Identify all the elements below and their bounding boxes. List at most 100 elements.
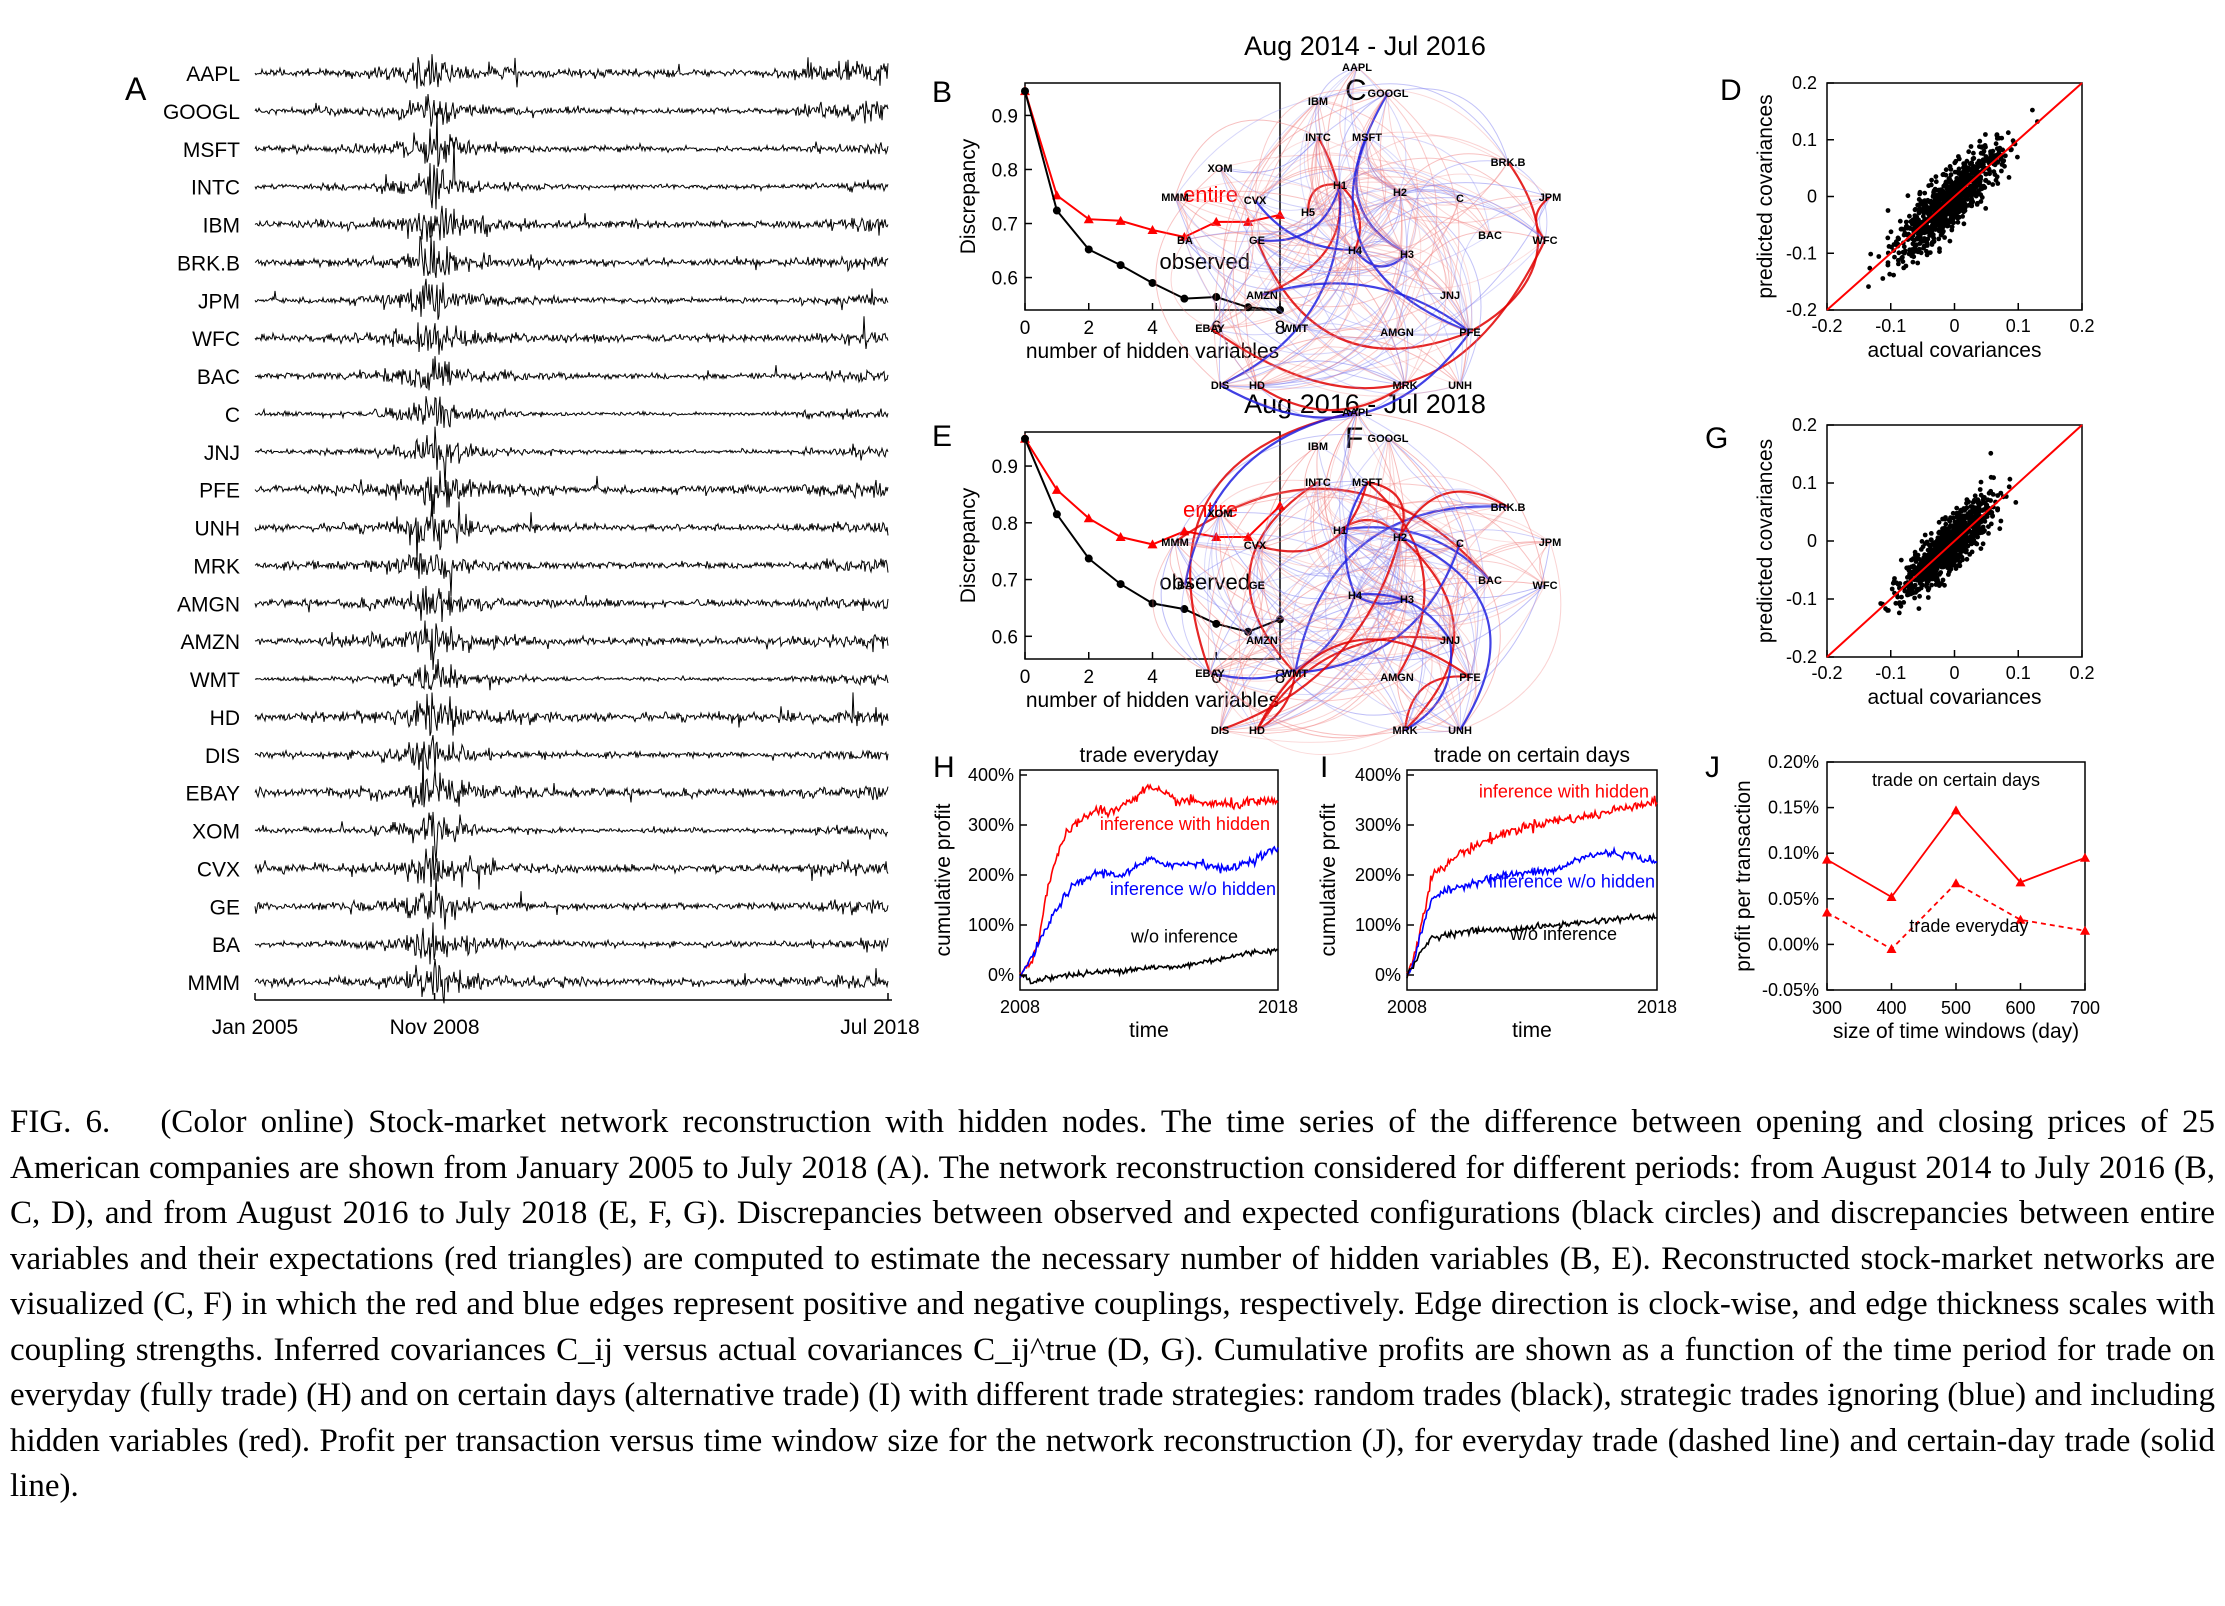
panel-f-network: F AAPL GOOGL IBM INTC MSFT XOM MMM CVX BA GE H1 H2 H3… bbox=[1152, 407, 1562, 756]
stock-label-amgn: AMGN bbox=[177, 593, 240, 616]
network-edge bbox=[1339, 157, 1546, 241]
trace-msft bbox=[254, 112, 889, 167]
scatter-point bbox=[1994, 152, 2000, 158]
network-edge bbox=[1183, 410, 1358, 586]
scatter-point bbox=[2000, 147, 2006, 153]
node-label-dis: DIS bbox=[1211, 725, 1229, 737]
trace-ebay bbox=[254, 751, 889, 808]
scatter-point bbox=[1936, 202, 1941, 208]
network-edge bbox=[1256, 536, 1401, 731]
network-edge bbox=[1356, 411, 1546, 586]
network-edge bbox=[1256, 253, 1408, 389]
panel-label: I bbox=[1320, 751, 1328, 784]
ytick-label: 0% bbox=[1375, 965, 1401, 985]
stock-label-ibm: IBM bbox=[203, 215, 240, 238]
network-edge bbox=[1184, 191, 1401, 270]
scatter-point bbox=[2006, 175, 2012, 180]
network-edge bbox=[1357, 92, 1408, 255]
scatter-point bbox=[1920, 582, 1925, 588]
triangle-marker bbox=[1275, 500, 1285, 510]
scatter-point bbox=[1975, 200, 1980, 206]
scatter-point bbox=[1961, 538, 1966, 544]
trace-intc bbox=[254, 141, 889, 210]
scatter-point bbox=[1949, 556, 1955, 562]
scatter-point bbox=[1901, 265, 1907, 271]
network-edge bbox=[1209, 536, 1401, 674]
scatter-point bbox=[1955, 187, 1961, 193]
scatter-point bbox=[1980, 527, 1986, 532]
network-edge bbox=[1261, 269, 1451, 296]
circle-marker bbox=[1244, 627, 1253, 636]
node-label-h1: H1 bbox=[1333, 525, 1347, 537]
stock-label-msft: MSFT bbox=[183, 139, 240, 162]
network-edge bbox=[1254, 131, 1551, 201]
triangle-marker bbox=[1083, 513, 1094, 523]
network-edge bbox=[1351, 92, 1471, 334]
network-edge bbox=[1312, 481, 1408, 600]
scatter-point bbox=[1959, 204, 1965, 210]
node-label-bac: BAC bbox=[1478, 575, 1502, 587]
scatter-point bbox=[1980, 151, 1986, 156]
ytick-label: 0.2 bbox=[1792, 415, 1817, 435]
network-edge bbox=[1338, 92, 1389, 186]
network-edge bbox=[1254, 544, 1356, 606]
scatter-point bbox=[1950, 510, 1956, 516]
panel-title: trade on certain days bbox=[1434, 744, 1630, 767]
network-edge bbox=[1174, 512, 1221, 543]
scatter-point bbox=[1957, 208, 1963, 214]
network-edge bbox=[1184, 230, 1471, 333]
scatter-point bbox=[1981, 162, 1986, 167]
scatter-point bbox=[2013, 500, 2019, 505]
y-axis-label: profit per transaction bbox=[1732, 780, 1755, 971]
node-label-aapl: AAPL bbox=[1342, 62, 1372, 74]
network-edge bbox=[1209, 437, 1391, 674]
scatter-point bbox=[1910, 259, 1916, 265]
network-edge bbox=[1256, 191, 1408, 386]
node-label-xom: XOM bbox=[1207, 163, 1232, 175]
stock-label-wmt: WMT bbox=[190, 669, 240, 692]
entire-label: entire bbox=[1183, 182, 1238, 207]
ytick-label: 0.9 bbox=[992, 106, 1018, 127]
panel-label: F bbox=[1345, 422, 1363, 455]
network-edge bbox=[1406, 195, 1551, 255]
scatter-point bbox=[1972, 493, 1978, 499]
scatter-point bbox=[1946, 176, 1952, 182]
node-label-intc: INTC bbox=[1305, 477, 1331, 489]
triangle-marker bbox=[1083, 214, 1094, 224]
scatter-point bbox=[1912, 582, 1918, 588]
network-edge bbox=[1256, 584, 1451, 659]
triangle-marker bbox=[1115, 215, 1126, 225]
node-label-cvx: CVX bbox=[1244, 195, 1267, 207]
ytick-label: -0.05% bbox=[1762, 980, 1819, 1000]
scatter-point bbox=[1995, 493, 2001, 498]
network-edge bbox=[1254, 199, 1356, 252]
scatter-points bbox=[1866, 107, 2040, 289]
network-edge bbox=[1174, 180, 1408, 255]
stock-label-wfc: WFC bbox=[192, 328, 240, 351]
scatter-point bbox=[1892, 254, 1897, 260]
node-label-h3: H3 bbox=[1400, 594, 1414, 606]
scatter-point bbox=[1970, 536, 1976, 541]
scatter-point bbox=[1937, 246, 1942, 252]
network-edge bbox=[1219, 167, 1401, 210]
network-edge bbox=[1317, 481, 1408, 600]
scatter-point bbox=[1943, 167, 1949, 173]
network-edge bbox=[1209, 512, 1264, 674]
network-edge bbox=[1219, 512, 1356, 600]
trace-unh bbox=[254, 501, 889, 563]
scatter-point bbox=[1931, 235, 1937, 241]
network-edge bbox=[1399, 536, 1456, 731]
scatter-point bbox=[1988, 474, 1994, 480]
trace-dis bbox=[254, 735, 889, 772]
stock-label-mmm: MMM bbox=[188, 972, 240, 995]
stock-label-bac: BAC bbox=[197, 366, 240, 389]
network-edge bbox=[1339, 167, 1461, 199]
ytick-label: 0.2 bbox=[1792, 73, 1817, 93]
trace-jnj bbox=[254, 426, 889, 487]
node-label-googl: GOOGL bbox=[1368, 88, 1409, 100]
scatter-point bbox=[1995, 160, 2001, 165]
network-edge bbox=[1261, 286, 1406, 386]
scatter-point bbox=[1958, 198, 1963, 204]
network-edge bbox=[1339, 500, 1546, 586]
network-edge bbox=[1293, 505, 1509, 674]
